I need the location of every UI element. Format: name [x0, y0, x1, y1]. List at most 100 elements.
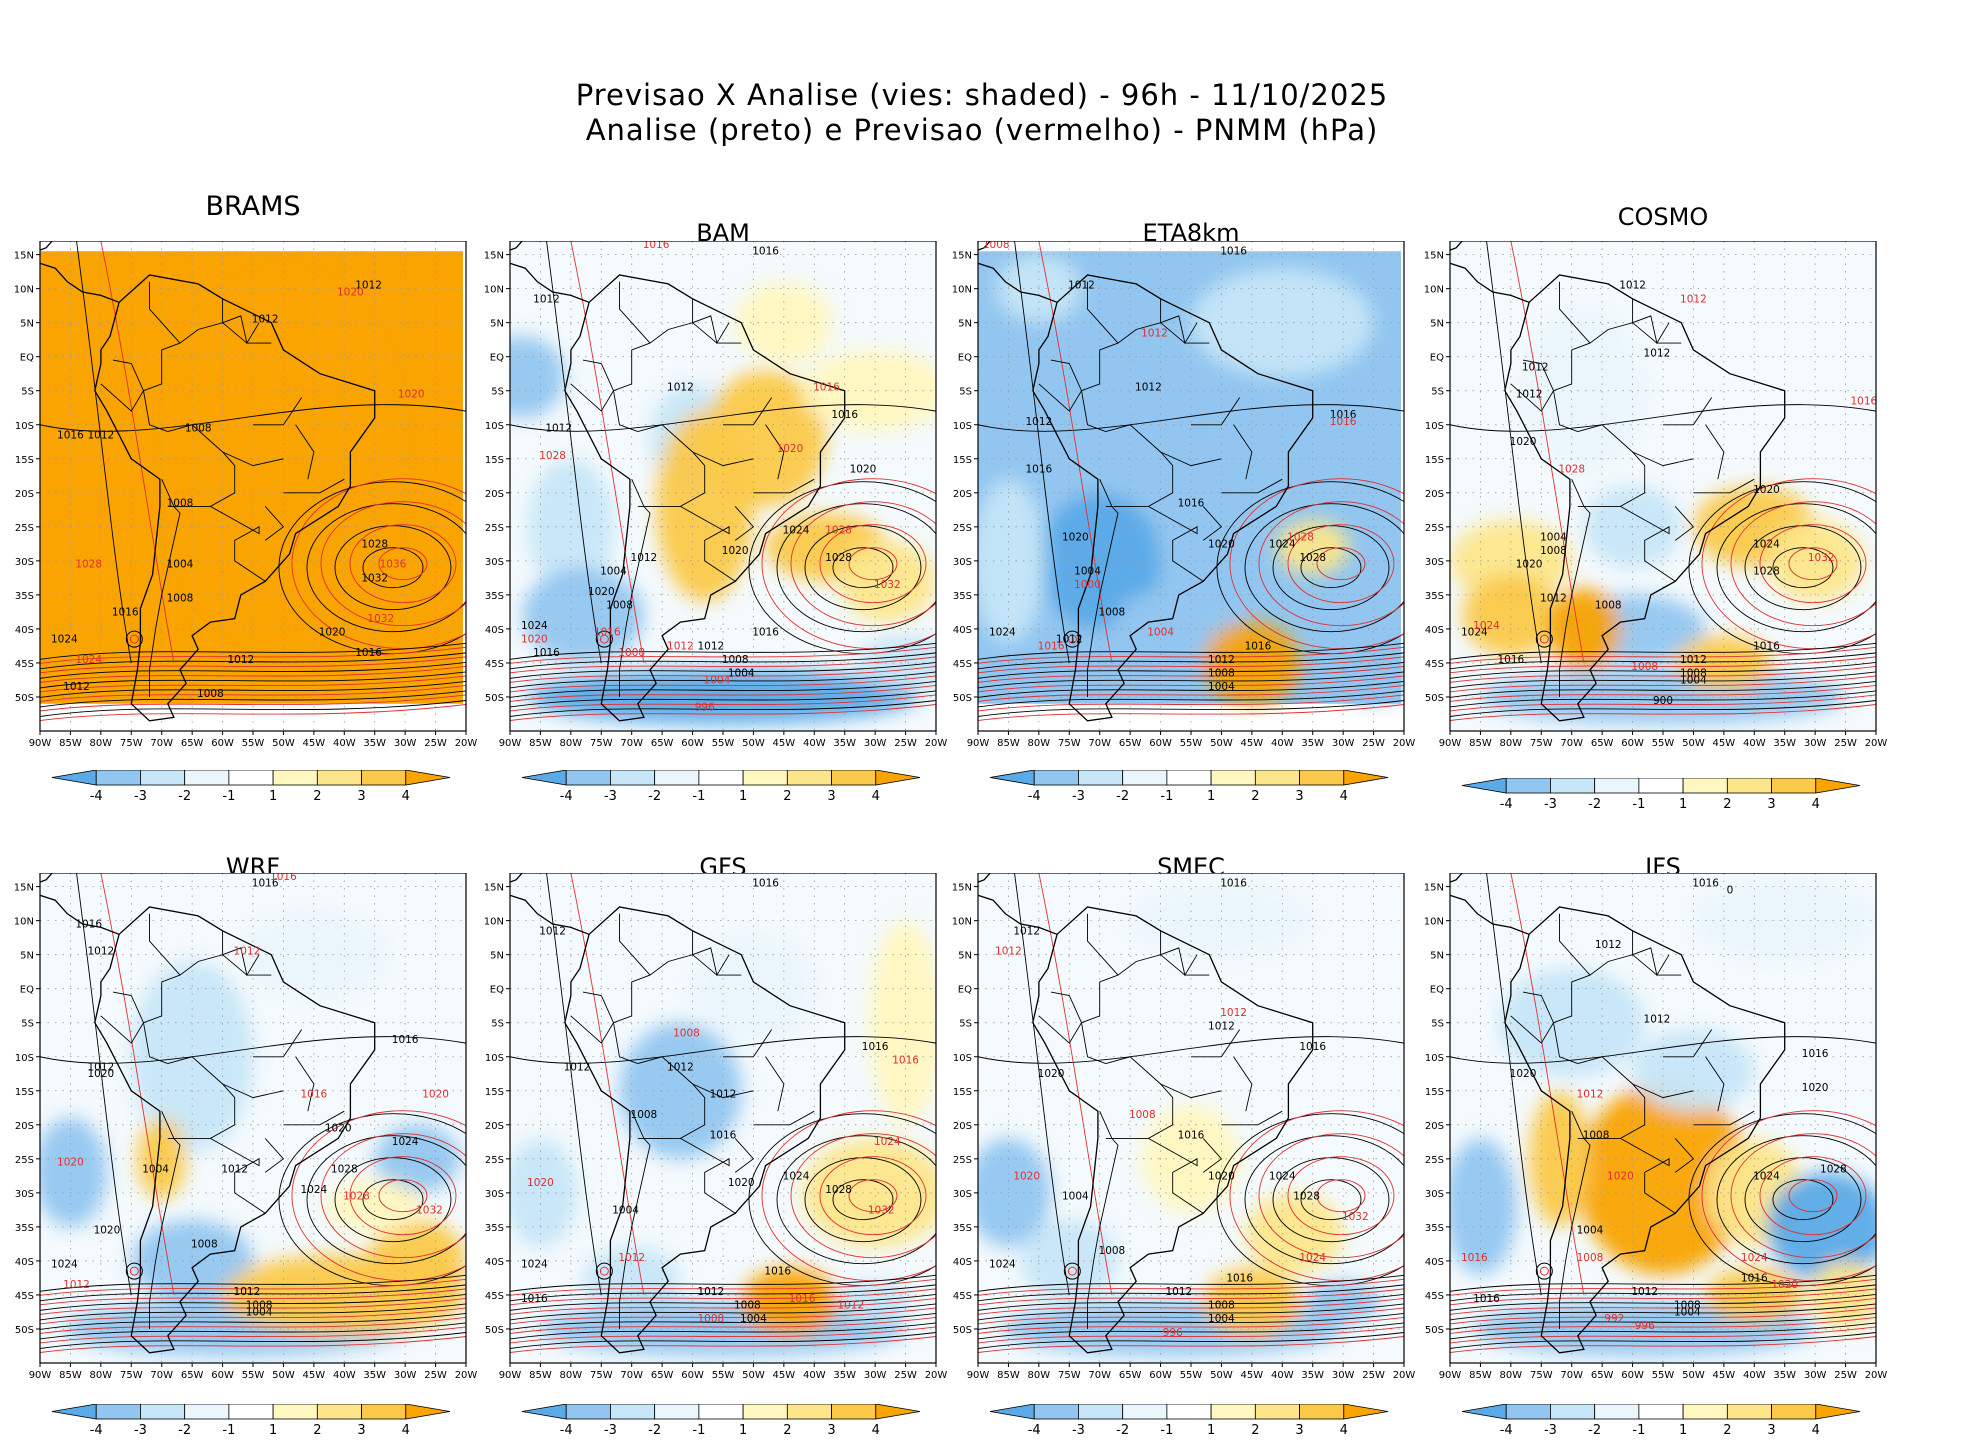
colorbar-label: -2 — [1116, 1423, 1129, 1438]
analysis-isobar — [306, 503, 466, 633]
analysis-isobar-label: 1008 — [1208, 668, 1235, 680]
x-tick-label: 60W — [1621, 738, 1644, 749]
colorbar-label: -2 — [178, 789, 191, 804]
country-border — [1559, 479, 1591, 697]
country-border — [295, 424, 315, 480]
forecast-isobar — [40, 665, 466, 683]
y-tick-label: 10S — [953, 421, 972, 432]
country-border — [142, 954, 272, 1065]
forecast-isobar — [1258, 1133, 1404, 1259]
y-tick-label: 35S — [15, 591, 34, 602]
country-border — [1087, 479, 1119, 697]
colorbar-label: -1 — [222, 789, 235, 804]
analysis-isobar — [978, 671, 1404, 689]
x-tick-label: 85W — [59, 738, 82, 749]
forecast-isobar — [510, 684, 936, 702]
y-tick-label: 20S — [1425, 1121, 1444, 1132]
colorbar-bin — [610, 770, 656, 786]
y-tick-label: 25S — [15, 1155, 34, 1166]
forecast-isobar-label: 1032 — [874, 579, 901, 591]
forecast-isobar — [1450, 684, 1876, 702]
x-tick-label: 70W — [620, 738, 643, 749]
coastline-central-america — [978, 873, 1058, 935]
y-tick-label: 10N — [14, 285, 34, 296]
forecast-isobar-label: 1012 — [1141, 327, 1168, 339]
colorbar-bin — [51, 1404, 97, 1420]
bias-region — [1529, 1090, 1590, 1227]
forecast-isobar — [1450, 694, 1876, 712]
analysis-isobar — [978, 1036, 1404, 1064]
x-tick-label: 60W — [1149, 738, 1172, 749]
colorbar-label: 4 — [1812, 1423, 1820, 1438]
y-tick-label: 50S — [15, 693, 34, 704]
x-tick-label: 45W — [1713, 1370, 1736, 1381]
colorbar-bin — [1078, 1404, 1124, 1420]
colorbar-bin — [654, 770, 700, 786]
analysis-isobar-label: 1004 — [740, 1313, 767, 1325]
forecast-isobar-label: 1016 — [813, 382, 840, 394]
country-border — [1559, 913, 1591, 976]
analysis-isobar-label: 1008 — [191, 1238, 218, 1250]
x-tick-label: 85W — [1469, 738, 1492, 749]
analysis-isobar — [832, 547, 894, 589]
bias-region — [1809, 1260, 1876, 1329]
colorbar-label: 1 — [739, 789, 747, 804]
panel-title: COSMO — [1617, 203, 1709, 231]
colorbar-label: -4 — [1028, 1423, 1041, 1438]
analysis-isobar — [1486, 241, 1542, 664]
x-tick-label: 80W — [90, 738, 113, 749]
analysis-isobar — [362, 1179, 424, 1221]
analysis-isobar-label: 1008 — [167, 593, 194, 605]
forecast-isobar-label: 1020 — [1013, 1170, 1040, 1182]
x-tick-label: 45W — [303, 1370, 326, 1381]
x-tick-label: 90W — [499, 738, 522, 749]
y-tick-label: 50S — [485, 1325, 504, 1336]
y-tick-label: 5N — [490, 951, 504, 962]
country-border — [753, 1110, 815, 1126]
analysis-isobar — [1450, 661, 1876, 679]
forecast-isobar-label: 1020 — [337, 286, 364, 298]
colorbar-eta8km: -4 -3 -2 -1 1 2 3 4 — [989, 770, 1389, 804]
analysis-isobar-label: 1028 — [1293, 1191, 1320, 1203]
country-border — [734, 1138, 755, 1173]
analysis-isobar-label: 1024 — [521, 620, 548, 632]
forecast-isobar — [1038, 241, 1113, 664]
y-tick-label: 20S — [485, 489, 504, 500]
colorbar-label: 3 — [827, 1423, 835, 1438]
analysis-isobar — [978, 1274, 1404, 1292]
x-tick-label: 75W — [1058, 1370, 1081, 1381]
low-marker — [1535, 630, 1553, 648]
forecast-isobar-label: 996 — [1635, 1320, 1655, 1332]
analysis-isobar-label: 1016 — [1299, 1041, 1326, 1053]
forecast-isobar — [790, 1133, 936, 1259]
x-tick-label: 75W — [590, 1370, 613, 1381]
analysis-isobar-label: 1020 — [722, 545, 749, 557]
x-tick-label: 40W — [803, 1370, 826, 1381]
y-tick-label: 20S — [953, 489, 972, 500]
coastline-central-america — [1450, 873, 1530, 935]
country-border — [1674, 506, 1695, 541]
y-tick-label: EQ — [20, 985, 34, 996]
analysis-isobar-label: 1008 — [722, 654, 749, 666]
forecast-isobar-label: 1020 — [527, 1177, 554, 1189]
analysis-isobar — [978, 1322, 1404, 1340]
y-tick-label: 10N — [14, 917, 34, 928]
x-tick-label: 40W — [333, 738, 356, 749]
colorbar-bin — [272, 770, 318, 786]
coastline-south-america — [94, 274, 376, 722]
y-tick-label: 35S — [953, 591, 972, 602]
forecast-isobar-label: 996 — [1163, 1327, 1183, 1339]
analysis-isobar-label: 1020 — [1802, 1082, 1829, 1094]
y-tick-label: 15N — [484, 883, 504, 894]
colorbar-wrf: -4 -3 -2 -1 1 2 3 4 — [51, 1404, 451, 1438]
analysis-isobar-label: 1016 — [1802, 1048, 1829, 1060]
analysis-isobar — [40, 404, 466, 432]
analysis-isobar-label: 1012 — [234, 1286, 261, 1298]
colorbar-gfs: -4 -3 -2 -1 1 2 3 4 — [521, 1404, 921, 1438]
forecast-isobar — [510, 1336, 936, 1353]
colorbar-bin — [1461, 778, 1507, 794]
country-border — [1202, 1138, 1223, 1173]
colorbar-label: 1 — [1679, 1423, 1687, 1438]
x-tick-label: 70W — [620, 1370, 643, 1381]
country-border — [1620, 506, 1676, 582]
